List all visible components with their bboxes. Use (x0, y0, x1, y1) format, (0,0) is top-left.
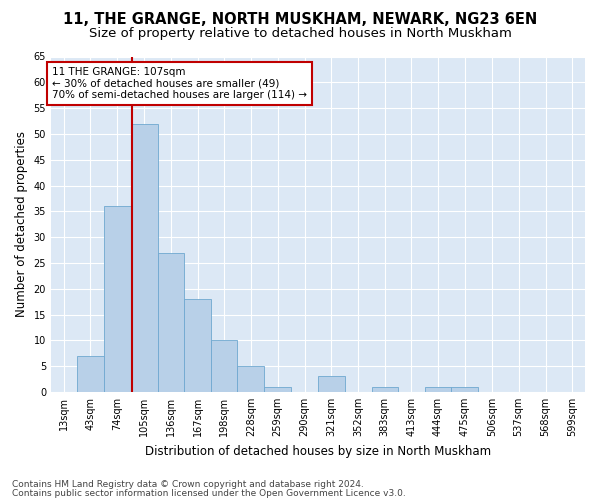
Bar (184, 299, 211, 392)
Bar (211, 340, 238, 392)
Text: Size of property relative to detached houses in North Muskham: Size of property relative to detached ho… (89, 28, 511, 40)
Text: Contains HM Land Registry data © Crown copyright and database right 2024.: Contains HM Land Registry data © Crown c… (12, 480, 364, 489)
Bar (238, 366, 264, 392)
Bar (131, 124, 158, 392)
Bar (158, 252, 184, 392)
Bar (372, 387, 398, 392)
Y-axis label: Number of detached properties: Number of detached properties (15, 131, 28, 317)
Bar (104, 206, 131, 392)
Text: 11, THE GRANGE, NORTH MUSKHAM, NEWARK, NG23 6EN: 11, THE GRANGE, NORTH MUSKHAM, NEWARK, N… (63, 12, 537, 28)
Text: 11 THE GRANGE: 107sqm
← 30% of detached houses are smaller (49)
70% of semi-deta: 11 THE GRANGE: 107sqm ← 30% of detached … (52, 67, 307, 100)
Bar (451, 387, 478, 392)
Text: Contains public sector information licensed under the Open Government Licence v3: Contains public sector information licen… (12, 488, 406, 498)
Bar (77, 356, 104, 392)
Bar (425, 387, 451, 392)
Bar (318, 376, 345, 392)
X-axis label: Distribution of detached houses by size in North Muskham: Distribution of detached houses by size … (145, 444, 491, 458)
Bar (264, 387, 291, 392)
